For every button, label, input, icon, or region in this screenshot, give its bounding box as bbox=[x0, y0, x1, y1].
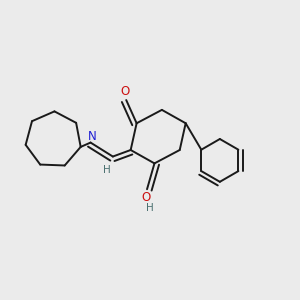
Text: O: O bbox=[121, 85, 130, 98]
Text: H: H bbox=[103, 165, 111, 175]
Text: H: H bbox=[146, 203, 154, 213]
Text: N: N bbox=[88, 130, 96, 142]
Text: O: O bbox=[141, 191, 150, 204]
